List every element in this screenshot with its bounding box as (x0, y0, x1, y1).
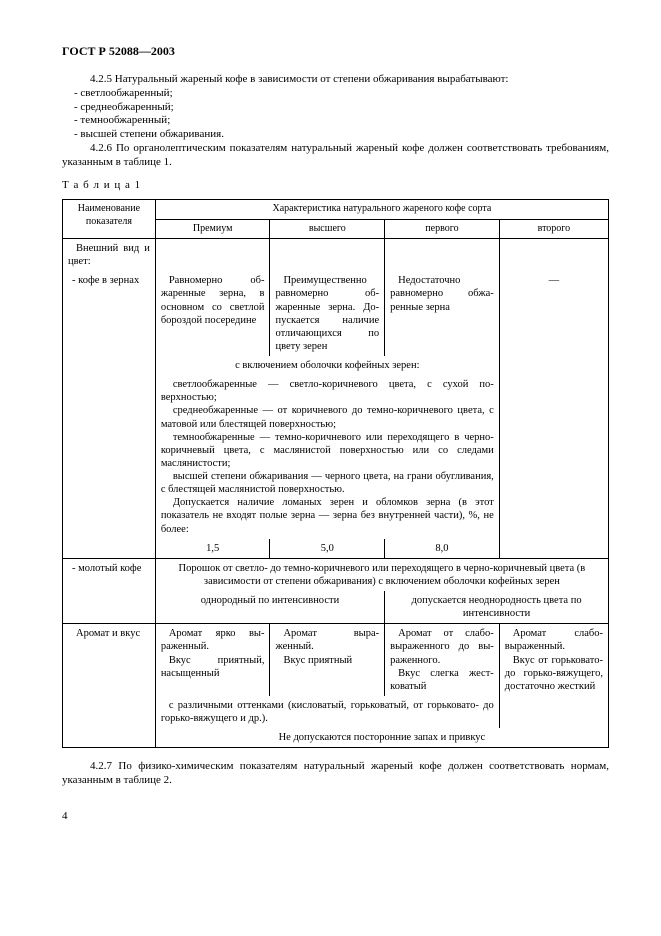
para-427: 4.2.7 По физико-химическим показателям н… (62, 760, 609, 788)
span-block-4: высшей степени обжаривания — черного цве… (161, 470, 494, 496)
span-inclusion: с включением оболочки кофейных зерен: (155, 356, 499, 375)
row-beans-label: - кофе в зернах (63, 271, 156, 356)
span-block-2: среднеобжаренные — от коричневого до тем… (161, 404, 494, 430)
th-name: Наименование показателя (63, 200, 156, 239)
bullet-3: - темнообжаренный; (62, 114, 609, 128)
row-ground-desc: Порошок от светло- до темно-коричневого … (155, 558, 608, 591)
th-char: Характеристика натурального жареного коф… (155, 200, 608, 220)
taste-high-a: Аромат выра­женный. (275, 627, 379, 653)
row-ground-label-text: - молотый кофе (68, 562, 150, 575)
th-first: первого (385, 219, 500, 239)
table-caption: Т а б л и ц а 1 (62, 179, 609, 193)
taste-prem-b: Вкус приятный, насыщенный (161, 654, 265, 680)
val-first: 8,0 (385, 539, 500, 559)
row-foreign: Не допускаются посторонние запах и привк… (155, 728, 608, 748)
val-high: 5,0 (270, 539, 385, 559)
taste-prem-a: Аромат ярко вы­раженный. (161, 627, 265, 653)
row-appearance-label: Внешний вид и цвет: (63, 239, 156, 272)
ground-sub2: допускается неоднородность цвета по инте… (385, 591, 609, 624)
taste-high-b: Вкус приятный (275, 654, 379, 667)
th-premium: Премиум (155, 219, 270, 239)
taste-first-a: Аромат от слабо­выраженного до вы­раженн… (390, 627, 494, 666)
th-high: высшего (270, 219, 385, 239)
span-block-5: Допускается наличие ломаных зерен и обло… (161, 496, 494, 535)
cell-taste-high: Аромат выра­женный. Вкус приятный (270, 624, 385, 696)
taste-note: с различными оттенками (кисловатый, горь… (155, 696, 499, 728)
th-second: второго (499, 219, 608, 239)
table-1: Наименование показателя Характеристика н… (62, 199, 609, 748)
cell-beans-first: Недостаточно равномерно обжа­ренные зерн… (385, 271, 500, 356)
span-block-3: темнообжаренные — темно-коричневого или … (161, 431, 494, 470)
cell-beans-prem: Равномерно об­жаренные зерна, в основном… (155, 271, 270, 356)
cell-taste-first: Аромат от слабо­выраженного до вы­раженн… (385, 624, 500, 696)
row-ground-label: - молотый кофе (63, 558, 156, 591)
row-appearance-text: Внешний вид и цвет: (68, 242, 150, 268)
row-beans-label-text: - кофе в зернах (68, 274, 150, 287)
bullet-1: - светлообжаренный; (62, 87, 609, 101)
span-block: светлообжаренные — светло-коричневого цв… (155, 375, 499, 539)
ground-sub1: однородный по интенсивности (155, 591, 384, 624)
row-taste-label-text: Аромат и вкус (68, 627, 150, 640)
taste-second-a: Аромат слабо­выраженный. (505, 627, 603, 653)
cell-taste-second: Аромат слабо­выраженный. Вкус от горько­… (499, 624, 608, 696)
val-prem: 1,5 (155, 539, 270, 559)
para-426: 4.2.6 По органолептическим показателям н… (62, 142, 609, 170)
cell-beans-second: — (499, 271, 608, 356)
span-block-1: светлообжаренные — светло-коричневого цв… (161, 378, 494, 404)
taste-second-b: Вкус от горько­вато- до горько-вя­жущего… (505, 654, 603, 693)
doc-header: ГОСТ Р 52088—2003 (62, 44, 609, 59)
cell-beans-high: Преимуществен­но равномерно об­жаренные … (270, 271, 385, 356)
cell-taste-prem: Аромат ярко вы­раженный. Вкус приятный, … (155, 624, 270, 696)
page-number: 4 (62, 810, 609, 824)
para-425: 4.2.5 Натуральный жареный кофе в зависим… (62, 73, 609, 87)
row-taste-label: Аромат и вкус (63, 624, 156, 696)
taste-first-b: Вкус слегка жест­коватый (390, 667, 494, 693)
bullet-4: - высшей степени обжаривания. (62, 128, 609, 142)
bullet-2: - среднеобжаренный; (62, 101, 609, 115)
